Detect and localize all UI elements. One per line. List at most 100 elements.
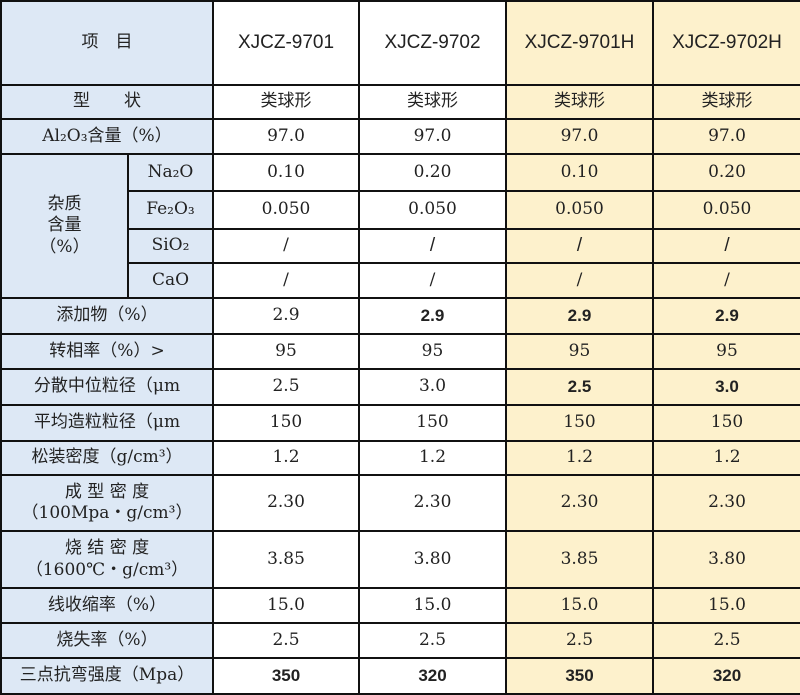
header-row: 项 目 XJCZ-9701 XJCZ-9702 XJCZ-9701H XJCZ-… bbox=[0, 0, 800, 86]
table-row: 型 状类球形 类球形 类球形 类球形 bbox=[0, 84, 800, 120]
row-label: 型 状 bbox=[0, 84, 214, 120]
row-label: 分散中位粒径（μm bbox=[0, 368, 214, 406]
value-cell: 1.2 bbox=[652, 440, 800, 476]
table-row: 线收缩率（%） 15.0 15.0 15.0 15.0 bbox=[0, 587, 800, 624]
impurity-group-label: 杂质 含量 （%） bbox=[0, 153, 129, 299]
value-cell: 15.0 bbox=[212, 587, 360, 624]
header-col: XJCZ-9702 bbox=[358, 0, 507, 86]
row-label-text: 线收缩率（%） bbox=[47, 594, 167, 615]
row-label-text: 成 型 密 度 bbox=[64, 481, 150, 502]
value-cell: 2.5 bbox=[358, 622, 507, 659]
value-cell: 15.0 bbox=[505, 587, 654, 624]
table-row: 添加物（%） 2.9 2.9 2.9 2.9 bbox=[0, 297, 800, 335]
table-row: Al₂O₃含量（%） 97.0 97.0 97.0 97.0 bbox=[0, 118, 800, 155]
value-cell: 150 bbox=[652, 404, 800, 442]
value-cell: / bbox=[358, 228, 507, 264]
value-cell: 97.0 bbox=[212, 118, 360, 155]
value-cell: 0.050 bbox=[505, 190, 654, 230]
table-row: 烧 结 密 度（1600℃・g/cm³） 3.85 3.80 3.85 3.80 bbox=[0, 530, 800, 589]
value-cell: 0.20 bbox=[358, 153, 507, 192]
value-cell: 2.5 bbox=[505, 622, 654, 659]
header-col: XJCZ-9701H bbox=[505, 0, 654, 86]
value-cell: 2.5 bbox=[212, 368, 360, 406]
value-cell: 2.30 bbox=[505, 474, 654, 532]
value-cell: 15.0 bbox=[358, 587, 507, 624]
header-col: XJCZ-9702H bbox=[652, 0, 800, 86]
value-cell: 350 bbox=[505, 657, 654, 695]
value-cell: 2.9 bbox=[358, 297, 507, 335]
row-label: 转相率（%）> bbox=[0, 333, 214, 370]
impurity-label: SiO₂ bbox=[127, 228, 214, 264]
value-cell: 3.80 bbox=[358, 530, 507, 589]
value-cell: 2.9 bbox=[652, 297, 800, 335]
table-row: 成 型 密 度（100Mpa・g/cm³） 2.30 2.30 2.30 2.30 bbox=[0, 474, 800, 532]
row-label: 线收缩率（%） bbox=[0, 587, 214, 624]
row-label: 烧 结 密 度（1600℃・g/cm³） bbox=[0, 530, 214, 589]
value-cell: 0.050 bbox=[212, 190, 360, 230]
header-col: XJCZ-9701 bbox=[212, 0, 360, 86]
value-cell: 150 bbox=[505, 404, 654, 442]
impurity-group-text: 杂质 bbox=[47, 194, 82, 215]
value-cell: / bbox=[652, 262, 800, 299]
table-row: 转相率（%）> 95 95 95 95 bbox=[0, 333, 800, 370]
row-label-unit: （100Mpa・g/cm³） bbox=[21, 503, 193, 523]
impurity-group-text: （%） bbox=[39, 236, 90, 257]
value-cell: 15.0 bbox=[652, 587, 800, 624]
value-cell: 1.2 bbox=[505, 440, 654, 476]
value-cell: 95 bbox=[212, 333, 360, 370]
value-cell: 类球形 bbox=[358, 84, 507, 120]
table-row: SiO₂ / / / / bbox=[1, 228, 800, 264]
value-cell: / bbox=[505, 228, 654, 264]
value-cell: 3.80 bbox=[652, 530, 800, 589]
value-cell: / bbox=[212, 262, 360, 299]
value-cell: 0.050 bbox=[358, 190, 507, 230]
value-cell: 2.9 bbox=[212, 297, 360, 335]
table-row: 三点抗弯强度（Mpa） 350 320 350 320 bbox=[0, 657, 800, 695]
row-label-text: 烧 结 密 度 bbox=[64, 538, 150, 559]
value-cell: 2.30 bbox=[358, 474, 507, 532]
table-row: CaO / / / / bbox=[1, 262, 800, 299]
impurity-label: CaO bbox=[127, 262, 214, 299]
table-row: 杂质 含量 （%） Na₂O 0.10 0.20 0.10 0.20 bbox=[0, 153, 800, 299]
table-row: 松装密度（g/cm³） 1.2 1.2 1.2 1.2 bbox=[0, 440, 800, 476]
row-label-text: 平均造粒粒径（μm bbox=[33, 412, 181, 433]
value-cell: 2.9 bbox=[505, 297, 654, 335]
value-cell: 2.30 bbox=[212, 474, 360, 532]
row-label-text: 烧失率（%） bbox=[56, 629, 158, 650]
value-cell: 1.2 bbox=[212, 440, 360, 476]
value-cell: / bbox=[358, 262, 507, 299]
header-item: 项 目 bbox=[0, 0, 214, 86]
table-row: 分散中位粒径（μm 2.5 3.0 2.5 3.0 bbox=[0, 368, 800, 406]
value-cell: 97.0 bbox=[505, 118, 654, 155]
value-cell: 类球形 bbox=[505, 84, 654, 120]
value-cell: 0.050 bbox=[652, 190, 800, 230]
row-label: 三点抗弯强度（Mpa） bbox=[0, 657, 214, 695]
value-cell: 0.20 bbox=[652, 153, 800, 192]
row-label: Al₂O₃含量（%） bbox=[0, 118, 214, 155]
row-label-text: 松装密度（g/cm³） bbox=[31, 447, 183, 468]
value-cell: 3.85 bbox=[505, 530, 654, 589]
table-row: Fe₂O₃ 0.050 0.050 0.050 0.050 bbox=[1, 190, 800, 230]
row-label: 成 型 密 度（100Mpa・g/cm³） bbox=[0, 474, 214, 532]
value-cell: 97.0 bbox=[358, 118, 507, 155]
row-label-text: 三点抗弯强度（Mpa） bbox=[19, 665, 195, 686]
table-row: 烧失率（%） 2.5 2.5 2.5 2.5 bbox=[0, 622, 800, 659]
row-label-text: 分散中位粒径（μm bbox=[33, 376, 181, 397]
value-cell: 3.0 bbox=[358, 368, 507, 406]
value-cell: / bbox=[652, 228, 800, 264]
row-label-text: 转相率（%）> bbox=[49, 340, 165, 361]
value-cell: 2.5 bbox=[652, 622, 800, 659]
row-label-text: 添加物（%） bbox=[56, 305, 158, 326]
row-label: 烧失率（%） bbox=[0, 622, 214, 659]
value-cell: / bbox=[505, 262, 654, 299]
impurity-group-text: 含量 bbox=[47, 215, 82, 236]
row-label: 添加物（%） bbox=[0, 297, 214, 335]
row-label: 平均造粒粒径（μm bbox=[0, 404, 214, 442]
value-cell: 2.5 bbox=[505, 368, 654, 406]
value-cell: 150 bbox=[212, 404, 360, 442]
value-cell: 3.85 bbox=[212, 530, 360, 589]
row-label: 松装密度（g/cm³） bbox=[0, 440, 214, 476]
value-cell: 2.30 bbox=[652, 474, 800, 532]
value-cell: 95 bbox=[358, 333, 507, 370]
